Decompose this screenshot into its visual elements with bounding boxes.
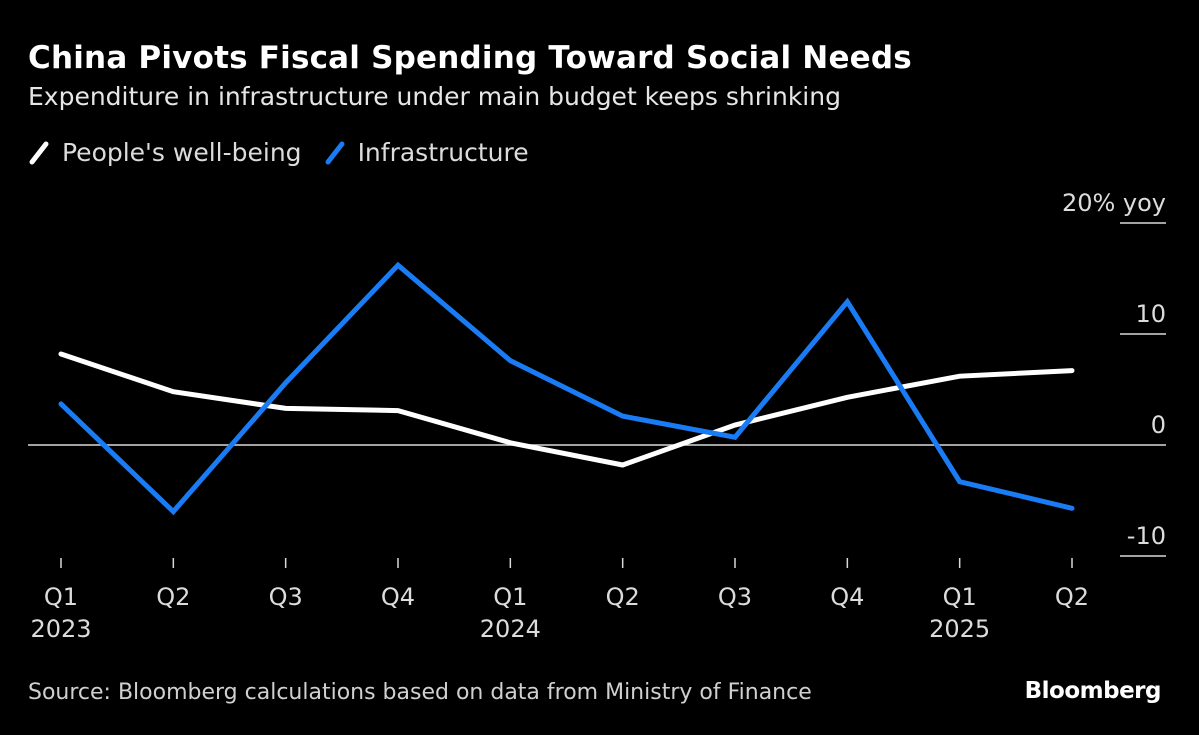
legend-item-infrastructure: Infrastructure [324, 138, 529, 167]
legend-label-wellbeing: People's well-being [62, 138, 302, 167]
x-tick-label-year: 2025 [929, 615, 990, 643]
y-tick-label: 10 [1135, 300, 1166, 328]
legend-item-wellbeing: People's well-being [28, 138, 302, 167]
x-tick-label-year: 2023 [30, 615, 91, 643]
legend-swatch-infrastructure-icon [325, 141, 345, 164]
x-tick-label-quarter: Q3 [718, 583, 752, 611]
legend: People's well-being Infrastructure [28, 138, 551, 167]
x-tick-label-quarter: Q1 [493, 583, 527, 611]
chart-subtitle: Expenditure in infrastructure under main… [28, 82, 841, 111]
y-tick-label: -10 [1127, 522, 1166, 550]
x-tick-label-quarter: Q4 [830, 583, 864, 611]
legend-label-infrastructure: Infrastructure [357, 138, 529, 167]
x-tick-label-quarter: Q2 [156, 583, 190, 611]
series-line-people-s-well-being [58, 351, 1075, 468]
source-note: Source: Bloomberg calculations based on … [28, 680, 812, 705]
x-tick-label-quarter: Q4 [381, 583, 415, 611]
x-tick-label-quarter: Q3 [269, 583, 303, 611]
x-tick-label-quarter: Q2 [1055, 583, 1089, 611]
y-tick-label: 20% yoy [1062, 189, 1166, 217]
y-tick-label: 0 [1151, 411, 1166, 439]
x-tick-label-quarter: Q2 [606, 583, 640, 611]
x-tick-label-quarter: Q1 [44, 583, 78, 611]
x-tick-label-quarter: Q1 [943, 583, 977, 611]
bloomberg-logo: Bloomberg [1024, 678, 1162, 704]
chart-title: China Pivots Fiscal Spending Toward Soci… [28, 40, 912, 76]
x-tick-label-year: 2024 [480, 615, 541, 643]
series-line-infrastructure [58, 261, 1075, 516]
legend-swatch-wellbeing-icon [29, 141, 49, 164]
